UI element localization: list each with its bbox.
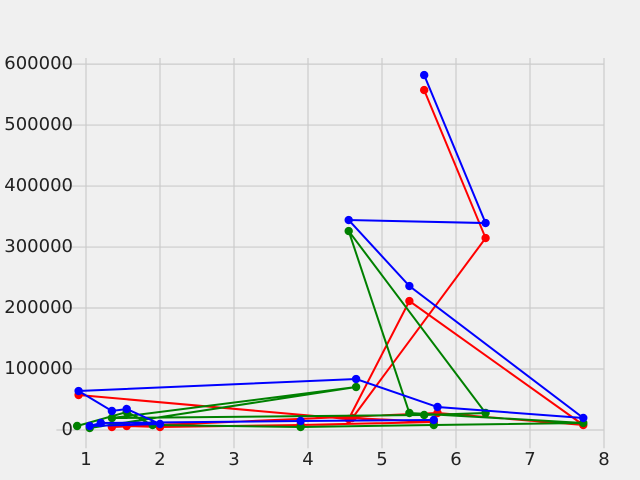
data-point — [481, 218, 490, 228]
x-tick-label: 3 — [228, 449, 239, 470]
x-tick-label: 7 — [524, 449, 535, 470]
y-tick-label: 200000 — [4, 297, 73, 318]
data-point — [405, 296, 414, 306]
y-tick-label: 400000 — [4, 175, 73, 196]
data-point — [481, 233, 490, 243]
data-point — [85, 421, 94, 431]
data-point — [122, 404, 131, 414]
data-point — [344, 215, 353, 225]
x-tick-label: 4 — [302, 449, 313, 470]
data-point — [405, 281, 414, 291]
x-tick-label: 8 — [598, 449, 609, 470]
series-line — [76, 230, 584, 429]
y-tick-label: 600000 — [4, 53, 73, 74]
y-tick-label: 500000 — [4, 114, 73, 135]
data-point — [405, 408, 414, 418]
x-tick-label: 5 — [376, 449, 387, 470]
data-point — [419, 410, 429, 420]
y-tick-label: 100000 — [4, 358, 73, 379]
x-tick-label: 1 — [80, 449, 91, 470]
data-point — [419, 85, 429, 95]
data-point — [351, 374, 361, 384]
y-tick-label: 0 — [62, 419, 73, 440]
data-point — [351, 382, 361, 392]
data-point — [429, 415, 438, 425]
data-point — [107, 406, 117, 416]
data-point — [344, 226, 353, 236]
data-point — [72, 421, 82, 431]
data-point — [296, 416, 305, 426]
y-tick-label: 300000 — [4, 236, 73, 257]
data-point — [579, 413, 588, 423]
data-point — [155, 419, 165, 429]
data-point — [296, 422, 305, 432]
data-point — [107, 413, 117, 423]
x-tick-label: 6 — [450, 449, 461, 470]
data-point — [419, 70, 429, 80]
series-line — [75, 74, 587, 428]
series-line — [78, 89, 587, 429]
x-tick-label: 2 — [154, 449, 165, 470]
data-point — [96, 418, 106, 428]
data-point — [433, 402, 442, 412]
data-point — [74, 386, 83, 396]
